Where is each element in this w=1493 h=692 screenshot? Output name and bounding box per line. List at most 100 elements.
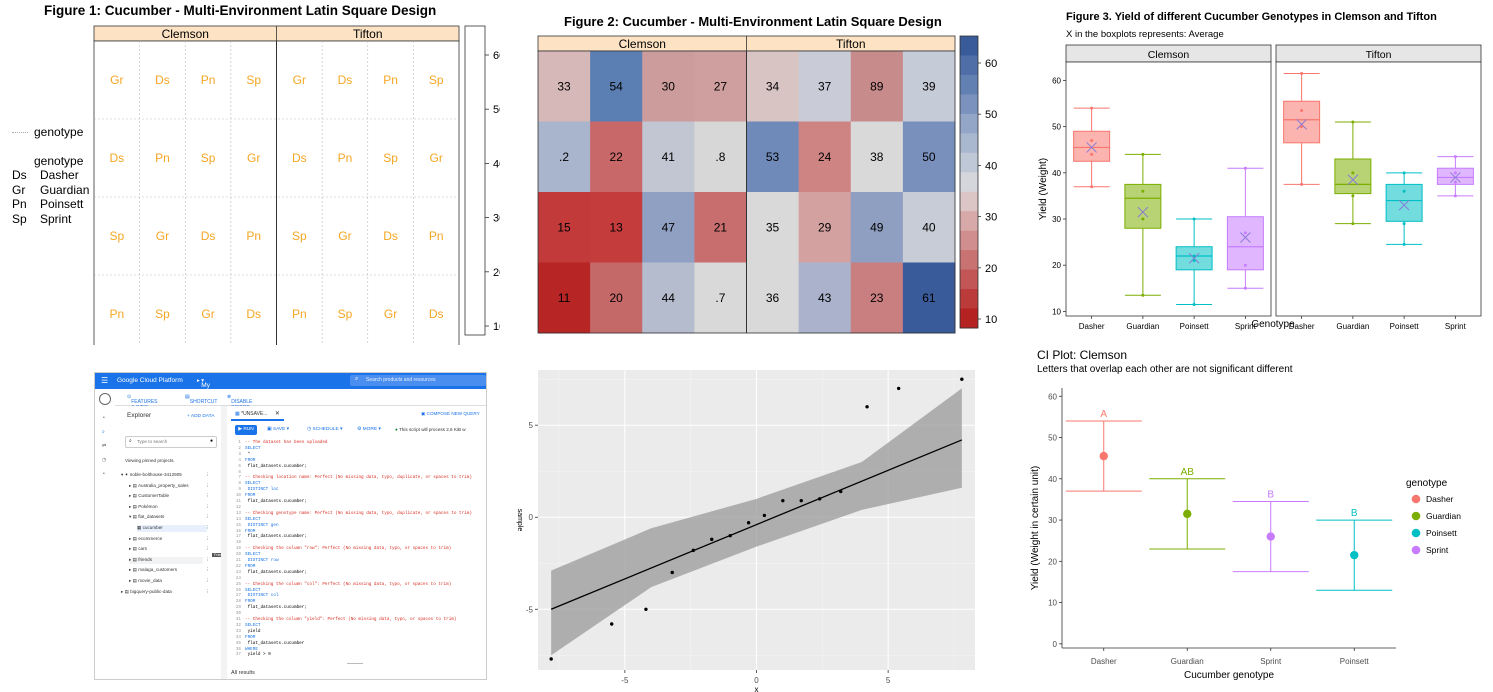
code-line: 1 -- The dataset has been uploaded: [227, 440, 327, 446]
box-point: [1453, 194, 1457, 198]
tree-item-menu-icon[interactable]: ⋮: [205, 482, 210, 488]
code-line: 18: [227, 540, 245, 546]
rail-item-icon[interactable]: •: [103, 415, 105, 421]
heat-cell: [798, 262, 852, 334]
add-data-button[interactable]: + ADD DATA: [187, 414, 215, 419]
heat-cell-value: 23: [870, 291, 884, 305]
data-point: [610, 622, 614, 626]
run-button[interactable]: ▶ RUN: [235, 425, 257, 435]
heat-cell: [746, 192, 800, 263]
editor-resize-handle[interactable]: [347, 663, 363, 664]
plot-cell-label: Sp: [292, 229, 307, 243]
explorer-search[interactable]: ⌕ Type to search ●: [125, 436, 217, 448]
box-point: [1192, 259, 1196, 263]
code-line: 29 flat_datasets.cucumber;: [227, 605, 307, 611]
scale-tick-label: 30: [985, 212, 997, 224]
code-line: 19 -- Checking the column "row": Perfect …: [227, 546, 451, 552]
check-icon: ●: [395, 427, 398, 432]
tree-item[interactable]: ▸ ▤ Pokémon ⋮: [129, 503, 210, 511]
tree-item-menu-icon[interactable]: ⋮: [205, 514, 210, 520]
heat-cell: [850, 51, 904, 122]
tree-item[interactable]: ▾ ✦ noble-bolthouse-3412905 ⋮: [121, 472, 210, 479]
box-mean-x: [1137, 206, 1149, 218]
gcp-brand[interactable]: Google Cloud Platform: [117, 377, 183, 384]
tree-item[interactable]: ▸ ▤ cars ⋮: [129, 546, 210, 553]
code-line: 33 yield: [227, 629, 261, 635]
code-line: 3 *: [227, 452, 250, 458]
rail-search-icon[interactable]: ⌕: [102, 429, 105, 435]
code-text: DISTINCT row: [245, 558, 279, 563]
pane-divider[interactable]: [221, 406, 227, 679]
tree-item-menu-icon[interactable]: ⋮: [205, 546, 210, 552]
scale-step: [960, 191, 978, 212]
close-tab-icon[interactable]: ✕: [274, 411, 280, 417]
legend-name: Sprint: [40, 211, 72, 226]
shortcut-button[interactable]: ▤ SHORTCUT: [185, 394, 218, 405]
figure1-chart: Clemson Tifton Gr Ds Pn Sp Gr Ds Pn Sp Ds Pn Sp Gr Ds P…: [93, 25, 500, 345]
heat-cell: [850, 121, 904, 193]
box-point: [1453, 180, 1457, 184]
env-label-tifton: Tifton: [836, 37, 866, 51]
bigquery-logo-icon[interactable]: [99, 393, 111, 405]
legend-code: Sp: [12, 211, 27, 226]
tree-item-menu-icon[interactable]: ⋮: [205, 503, 210, 509]
data-point: [670, 570, 674, 575]
tree-item[interactable]: ▸ ▤ Australia_property_sales ⋮: [129, 483, 210, 490]
code-line: 6: [227, 470, 245, 476]
line-number: 8: [238, 481, 241, 487]
data-point: [691, 548, 696, 553]
tree-item[interactable]: ▸ ▤ CustomerTable ⋮: [129, 493, 210, 500]
tree-item[interactable]: ▦ cucumber ⋮: [137, 525, 210, 532]
help-icon[interactable]: ●: [209, 438, 213, 444]
plot-cell-label: Gr: [430, 151, 443, 165]
line-number: 36: [235, 646, 241, 652]
code-line: 22 FROM: [227, 564, 256, 570]
tree-item-label: Pokémon: [138, 503, 158, 509]
tree-item[interactable]: ▸ ▤ bigquery-public-data ⋮: [121, 589, 210, 596]
tree-item[interactable]: ▸ ▤ friends ⋮: [129, 556, 210, 564]
tree-item-menu-icon[interactable]: ⋮: [205, 578, 210, 583]
tree-item-menu-icon[interactable]: ⋮: [205, 535, 210, 541]
save-button[interactable]: ▣ SAVE ▾: [267, 427, 290, 432]
query-tab[interactable]: ▦ *UNSAVE... ✕: [231, 410, 284, 421]
box-mean-x: [1240, 232, 1251, 243]
legend-label: Dasher: [1426, 494, 1454, 504]
tree-item-menu-icon[interactable]: ⋮: [205, 567, 210, 573]
project-selector[interactable]: ▸ My second sandbox project ▾: [197, 378, 226, 410]
line-number: 34: [235, 634, 241, 640]
box-point: [1351, 120, 1355, 124]
tree-item[interactable]: ▸ ▤ ecommerce ⋮: [129, 536, 210, 543]
data-point: [799, 498, 803, 503]
heat-cell: [694, 262, 747, 334]
box-point: [1141, 189, 1145, 193]
code-text: SELECT: [245, 445, 261, 451]
tree-item-menu-icon[interactable]: ⋮: [205, 588, 210, 594]
gcp-search-box[interactable]: ⌕ Search products and resources: [350, 375, 486, 386]
features-info-button[interactable]: ⊙ FEATURES & INFO: [127, 394, 158, 411]
plot-cell-label: Sp: [383, 151, 398, 165]
tree-item[interactable]: ▸ ▤ movie_data ⋮: [129, 578, 210, 585]
tree-item[interactable]: ▸ ▤ malaga_customers ⋮: [129, 567, 210, 574]
scale-step: [960, 269, 978, 290]
data-point: [865, 405, 869, 409]
tree-item[interactable]: ▾ ▤ flat_datasets ⋮: [129, 514, 210, 521]
rail-more-icon[interactable]: •: [103, 471, 105, 477]
rail-transfer-icon[interactable]: ⇄: [102, 443, 107, 449]
line-number: 17: [235, 534, 241, 540]
tree-item-menu-icon[interactable]: ⋮: [205, 472, 210, 477]
compose-new-query-button[interactable]: ▣ COMPOSE NEW QUERY: [421, 411, 480, 416]
legend-label: Sprint: [1426, 545, 1449, 555]
schedule-button[interactable]: ◷ SCHEDULE ▾: [307, 427, 343, 432]
scale-step: [960, 133, 978, 154]
tree-item-menu-icon[interactable]: ⋮: [205, 556, 210, 562]
disable-tabs-button[interactable]: ⊗ DISABLE EDITOR TABS: [227, 394, 252, 417]
tree-item-menu-icon[interactable]: ⋮: [205, 493, 210, 499]
rail-schedule-icon[interactable]: ◷: [102, 457, 107, 463]
menu-icon[interactable]: ☰: [101, 376, 109, 385]
box-point: [1453, 155, 1457, 159]
tree-item-menu-icon[interactable]: ⋮: [205, 525, 210, 530]
code-line: 4 FROM: [227, 458, 255, 464]
more-button[interactable]: ⚙ MORE ▾: [357, 427, 381, 432]
sql-code[interactable]: 1 -- The dataset has been uploaded 2 SELECT…: [227, 440, 486, 660]
panel-frame: [1065, 61, 1272, 317]
